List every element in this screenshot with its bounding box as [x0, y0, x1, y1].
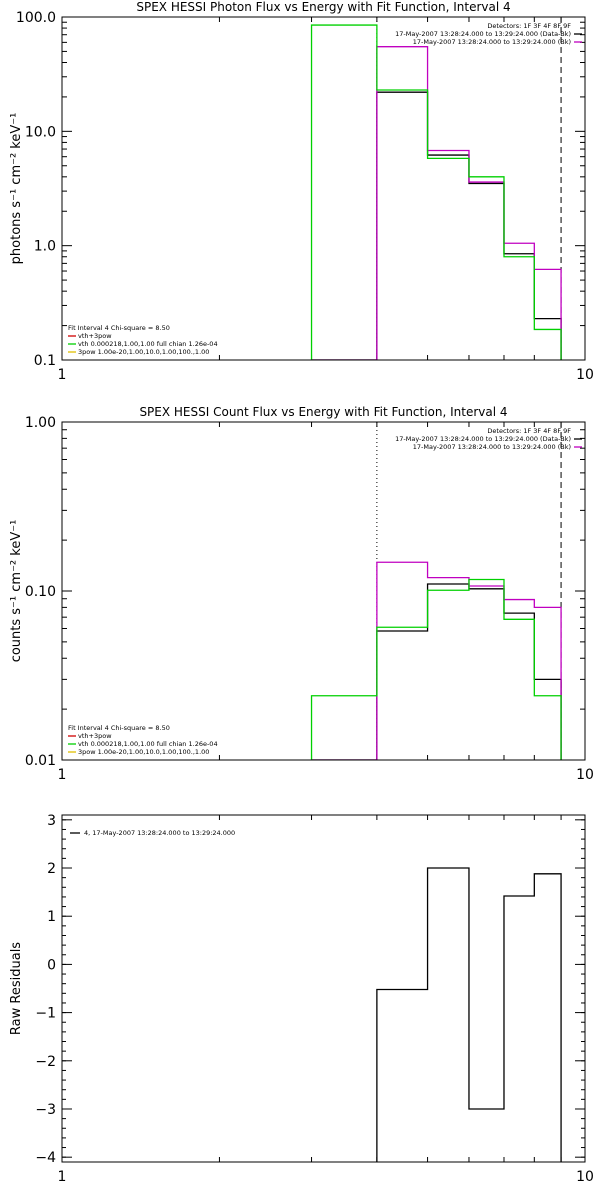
histogram-series-line — [311, 561, 562, 760]
fit-info-text: vth 0.000218,1.00,1.00 full chian 1.26e-… — [78, 740, 218, 748]
y-tick-label: 100.0 — [16, 10, 56, 26]
plot-frame — [61, 421, 586, 761]
fit-info-text: vth+3pow — [78, 732, 112, 740]
info-text: Detectors: 1F 3F 4F 8F 9F — [487, 427, 571, 435]
x-tick-label: 10 — [576, 1169, 594, 1185]
y-tick-label: −2 — [35, 1054, 56, 1070]
y-tick-label: −1 — [35, 1006, 56, 1022]
y-tick-label: 1.00 — [25, 415, 56, 431]
x-tick-label: 10 — [576, 367, 594, 383]
legend-label: 4, 17-May-2007 13:28:24.000 to 13:29:24.… — [84, 829, 235, 837]
y-axis-label: photons s⁻¹ cm⁻² keV⁻¹ — [9, 113, 24, 265]
histogram-series-line — [311, 46, 562, 360]
fit-info-text: 3pow 1.00e-20,1.00,10.0,1.00,100.,1.00 — [78, 748, 209, 756]
y-tick-label: 10.0 — [25, 124, 56, 140]
histogram-series-line — [311, 583, 562, 760]
y-axis-label: counts s⁻¹ cm⁻² keV⁻¹ — [9, 520, 24, 663]
info-text: 17-May-2007 13:28:24.000 to 13:29:24.000… — [395, 435, 571, 443]
fit-info-text: vth 0.000218,1.00,1.00 full chian 1.26e-… — [78, 340, 218, 348]
y-tick-label: −3 — [35, 1102, 56, 1118]
fit-info-text: vth+3pow — [78, 332, 112, 340]
plot-frame — [61, 16, 586, 361]
chart-title: SPEX HESSI Photon Flux vs Energy with Fi… — [136, 0, 510, 14]
x-tick-label: 1 — [58, 767, 67, 783]
histogram-series-line — [376, 867, 562, 1162]
y-tick-label: 0.1 — [34, 353, 56, 369]
fit-info-text: Fit Interval 4 Chi-square = 8.50 — [68, 324, 170, 332]
y-tick-label: 1.0 — [34, 239, 56, 255]
info-text: 17-May-2007 13:28:24.000 to 13:29:24.000… — [413, 443, 571, 451]
info-text: 17-May-2007 13:28:24.000 to 13:29:24.000… — [413, 38, 571, 46]
x-tick-label: 1 — [58, 367, 67, 383]
y-axis-label: Raw Residuals — [9, 942, 24, 1035]
histogram-series-line — [310, 24, 562, 360]
fit-info-text: Fit Interval 4 Chi-square = 8.50 — [68, 724, 170, 732]
chart-title: SPEX HESSI Count Flux vs Energy with Fit… — [139, 405, 507, 419]
info-text: Detectors: 1F 3F 4F 8F 9F — [487, 22, 571, 30]
y-tick-label: −4 — [35, 1150, 56, 1166]
info-text: 17-May-2007 13:28:24.000 to 13:29:24.000… — [395, 30, 571, 38]
y-tick-label: 0.10 — [25, 584, 56, 600]
y-tick-label: 0.01 — [25, 753, 56, 769]
y-tick-label: 3 — [47, 813, 56, 829]
x-tick-label: 10 — [576, 767, 594, 783]
y-tick-label: 1 — [47, 909, 56, 925]
plot-frame — [61, 814, 586, 1163]
y-tick-label: 2 — [47, 861, 56, 877]
y-tick-label: 0 — [47, 957, 56, 973]
histogram-series-line — [311, 91, 562, 360]
x-tick-label: 1 — [58, 1169, 67, 1185]
histogram-series-line — [310, 578, 562, 760]
fit-info-text: 3pow 1.00e-20,1.00,10.0,1.00,100.,1.00 — [78, 348, 209, 356]
